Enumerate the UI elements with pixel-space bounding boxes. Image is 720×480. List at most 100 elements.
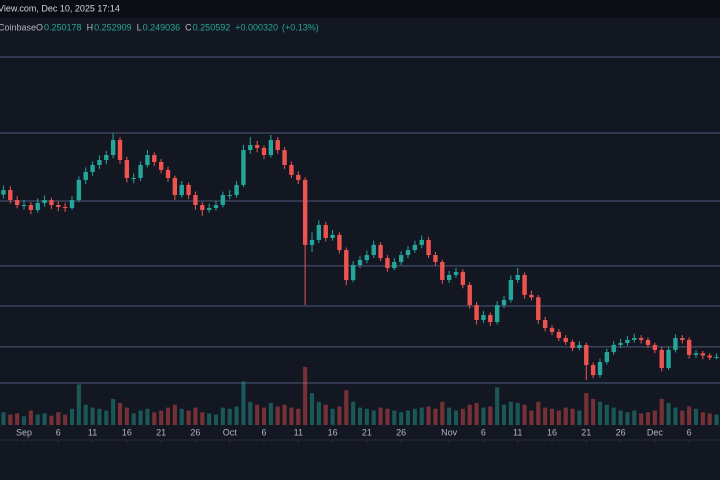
x-tick-label: 6 bbox=[481, 427, 486, 437]
candle-body bbox=[446, 274, 452, 280]
volume-bar bbox=[536, 401, 541, 425]
volume-bar bbox=[323, 404, 328, 425]
volume-bar bbox=[488, 406, 493, 425]
x-tick-label: Dec bbox=[647, 427, 664, 437]
candle-body bbox=[275, 140, 280, 151]
exchange: Coinbase bbox=[0, 22, 36, 32]
candle-body bbox=[632, 338, 637, 340]
volume-bar bbox=[289, 407, 294, 425]
volume-bar bbox=[207, 413, 212, 425]
volume-bar bbox=[255, 404, 260, 425]
candle-body bbox=[453, 271, 459, 275]
x-tick-label: 21 bbox=[156, 427, 166, 437]
volume-bar bbox=[145, 408, 150, 425]
candle-body bbox=[357, 260, 363, 266]
candle-body bbox=[138, 164, 143, 178]
candle-body bbox=[28, 205, 34, 211]
candle-body bbox=[227, 195, 232, 197]
candle-body bbox=[179, 184, 184, 196]
candle-body bbox=[426, 239, 431, 256]
candle-body bbox=[693, 353, 699, 355]
candle-body bbox=[488, 315, 493, 322]
volume-bar bbox=[248, 401, 253, 425]
candle-body bbox=[419, 239, 424, 245]
volume-bar bbox=[261, 407, 267, 425]
volume-bar bbox=[172, 404, 177, 425]
candle-body bbox=[282, 150, 287, 165]
volume-bar bbox=[577, 410, 582, 425]
volume-bar bbox=[296, 408, 301, 425]
candle-body bbox=[56, 205, 61, 207]
volume-bar bbox=[220, 407, 225, 425]
candle-body bbox=[645, 339, 651, 345]
change: +0.000320 bbox=[235, 22, 278, 32]
candle-body bbox=[364, 255, 370, 261]
candle-body bbox=[433, 255, 438, 262]
volume-bar bbox=[522, 404, 527, 425]
legend-label: L bbox=[137, 22, 142, 32]
candle-body bbox=[344, 250, 349, 280]
volume-bar bbox=[179, 408, 184, 425]
volume-bar bbox=[111, 398, 116, 425]
candle-body bbox=[213, 205, 219, 209]
candle-body bbox=[316, 224, 322, 240]
volume-bar bbox=[378, 407, 383, 425]
candle-body bbox=[131, 177, 136, 179]
candle-body bbox=[714, 356, 719, 358]
volume-bar bbox=[357, 407, 363, 425]
candle-body bbox=[1, 190, 6, 195]
volume-bar bbox=[501, 404, 507, 425]
candle-body bbox=[474, 305, 479, 321]
candle-body bbox=[83, 171, 88, 180]
volume-bar bbox=[234, 406, 239, 425]
volume-bar bbox=[117, 402, 123, 425]
volume-bar bbox=[632, 410, 637, 425]
volume-bar bbox=[556, 410, 561, 425]
candle-body bbox=[700, 353, 706, 356]
candle-body bbox=[268, 140, 274, 156]
volume-bar bbox=[159, 410, 164, 425]
candle-body bbox=[590, 365, 596, 376]
volume-bar bbox=[42, 413, 47, 425]
x-tick-label: Oct bbox=[223, 427, 238, 437]
candle-body bbox=[440, 261, 445, 280]
candle-body bbox=[152, 155, 157, 162]
legend-label: H bbox=[87, 22, 94, 32]
candle-body bbox=[371, 244, 376, 256]
volume-bar bbox=[700, 412, 705, 425]
legend-value: 0.252909 bbox=[94, 22, 132, 32]
candle-body bbox=[350, 265, 356, 280]
volume-bar bbox=[186, 410, 191, 425]
volume-bar bbox=[714, 414, 719, 425]
volume-bar bbox=[1, 412, 6, 425]
volume-bar bbox=[467, 404, 472, 425]
volume-bar bbox=[549, 408, 555, 425]
volume-bar bbox=[49, 415, 54, 425]
x-tick-label: 26 bbox=[396, 427, 406, 437]
candle-body bbox=[241, 150, 246, 185]
volume-bar bbox=[707, 413, 712, 425]
volume-bar bbox=[200, 412, 205, 425]
candle-body bbox=[625, 339, 630, 343]
volume-bar bbox=[69, 408, 75, 425]
candle-body bbox=[494, 305, 500, 322]
volume-bar bbox=[453, 410, 459, 425]
candle-body bbox=[501, 299, 507, 306]
volume-bar bbox=[337, 406, 342, 425]
candle-body bbox=[337, 234, 342, 251]
x-tick-label: Nov bbox=[441, 427, 458, 437]
volume-bar bbox=[604, 404, 609, 425]
volume-bar bbox=[124, 407, 129, 425]
volume-bar bbox=[673, 407, 678, 425]
volume-bar bbox=[309, 393, 315, 425]
volume-bar bbox=[447, 407, 452, 425]
x-tick-label: 6 bbox=[687, 427, 692, 437]
candle-body bbox=[69, 200, 75, 209]
legend-value: 0.250592 bbox=[193, 22, 231, 32]
legend-label: C bbox=[185, 22, 192, 32]
volume-bar bbox=[138, 410, 143, 425]
candle-body bbox=[261, 147, 267, 156]
